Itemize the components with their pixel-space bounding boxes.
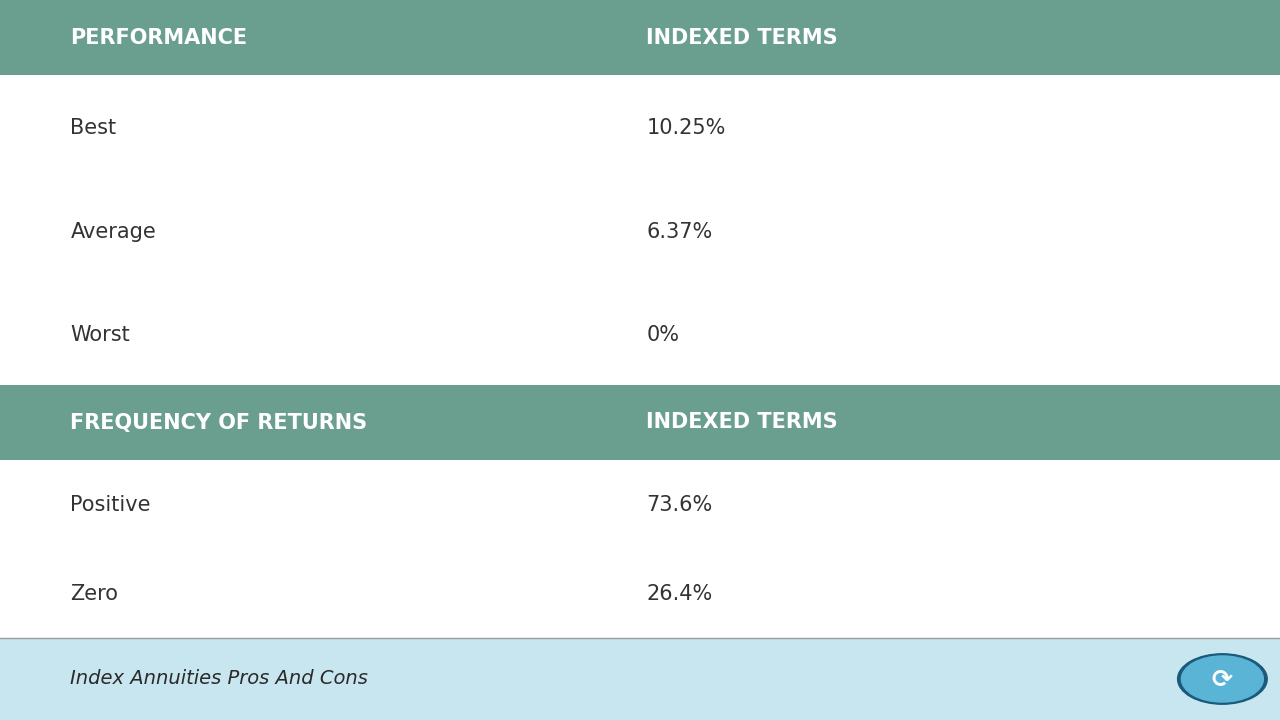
Bar (0, 180, 1280, 285)
Text: Best: Best (70, 117, 116, 138)
Text: 73.6%: 73.6% (646, 495, 713, 515)
Text: ⟳: ⟳ (1212, 667, 1233, 691)
Bar (0, 0, 1280, 75)
Text: Average: Average (70, 222, 156, 243)
Text: Index Annuities Pros And Cons: Index Annuities Pros And Cons (70, 670, 369, 688)
Bar (0, 550, 1280, 638)
Bar (0, 460, 1280, 550)
Bar (0, 385, 1280, 460)
Bar (0, 75, 1280, 180)
Text: 10.25%: 10.25% (646, 117, 726, 138)
Text: FREQUENCY OF RETURNS: FREQUENCY OF RETURNS (70, 413, 367, 433)
Text: PERFORMANCE: PERFORMANCE (70, 27, 247, 48)
Text: 0%: 0% (646, 325, 680, 345)
Circle shape (1178, 654, 1267, 704)
Text: Zero: Zero (70, 584, 119, 604)
Text: INDEXED TERMS: INDEXED TERMS (646, 413, 838, 433)
Text: 6.37%: 6.37% (646, 222, 713, 243)
Bar (0, 285, 1280, 385)
Text: 26.4%: 26.4% (646, 584, 713, 604)
Text: Worst: Worst (70, 325, 131, 345)
Text: Positive: Positive (70, 495, 151, 515)
Bar (0, 638, 1280, 720)
Circle shape (1181, 656, 1263, 702)
Text: INDEXED TERMS: INDEXED TERMS (646, 27, 838, 48)
